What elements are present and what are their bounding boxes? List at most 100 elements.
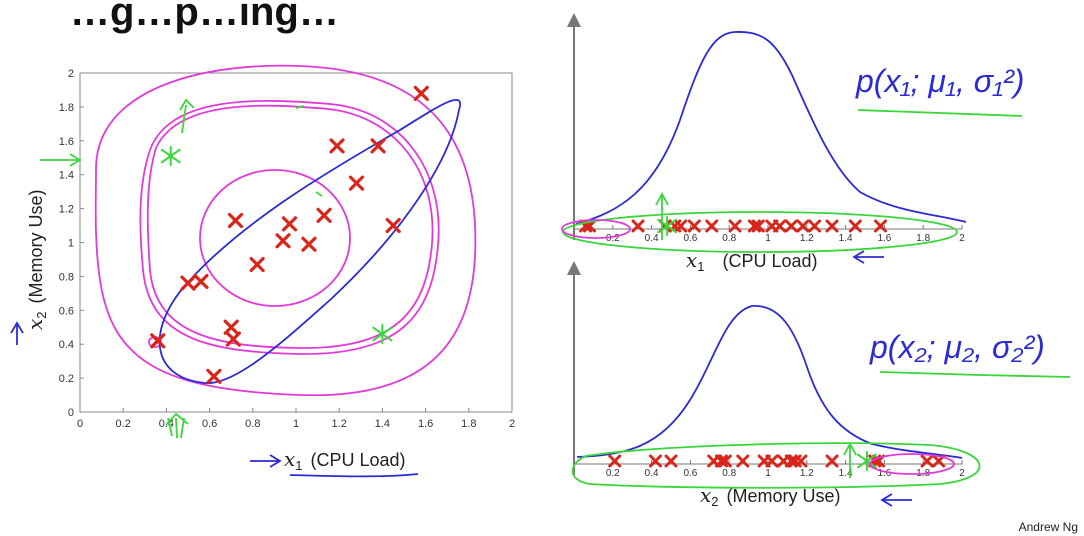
green-ellipse-x2 xyxy=(571,442,981,489)
scatter-xtick-label: 1.8 xyxy=(461,418,476,430)
data-point-marker xyxy=(370,138,386,154)
data-point-marker xyxy=(225,331,241,347)
magenta-ellipse-x2 xyxy=(869,453,955,475)
density-xtick-label: 1.6 xyxy=(877,468,891,479)
slide-credit: Andrew Ng xyxy=(1018,520,1078,534)
density-xtick-label: 0.8 xyxy=(722,233,736,244)
scatter-ytick-label: 2 xyxy=(68,68,74,80)
data-point-marker xyxy=(765,454,779,468)
scatter-ytick-label: 1.8 xyxy=(59,102,74,114)
density-xtick-label: 2 xyxy=(959,233,965,244)
density-xtick-label: 1 xyxy=(765,468,771,479)
green-annotations xyxy=(40,98,323,439)
data-point-marker xyxy=(249,256,265,273)
density1-xlabel-text: (CPU Load) xyxy=(723,251,818,271)
scatter-xlabel-var: x xyxy=(284,447,295,471)
data-point-marker xyxy=(150,333,166,349)
anomaly-marker xyxy=(372,324,393,345)
data-point-marker xyxy=(316,207,332,223)
scatter-xtick-label: 1 xyxy=(293,418,299,430)
data-point-marker xyxy=(773,219,787,233)
magenta-contour-inner xyxy=(199,169,351,307)
data-point-marker xyxy=(180,275,196,291)
data-point-marker xyxy=(825,219,839,233)
scatter-xtick-label: 0 xyxy=(77,418,83,430)
data-point-marker xyxy=(714,454,728,468)
data-point-marker xyxy=(920,454,934,468)
data-point-marker xyxy=(227,212,244,229)
magenta-contours xyxy=(94,64,477,397)
density1-xlabel: x1 (CPU Load) xyxy=(686,248,818,274)
data-point-marker xyxy=(223,319,239,335)
scatter-ytick-label: 0.4 xyxy=(59,339,74,351)
data-point-marker xyxy=(664,454,678,468)
density1-annotations xyxy=(561,109,1023,264)
data-point-marker xyxy=(747,219,761,233)
scatter-ytick-label: 1.4 xyxy=(59,170,74,182)
magenta-contour-middle-2 xyxy=(146,104,434,349)
magenta-contour-middle xyxy=(139,99,440,355)
data-point-marker xyxy=(193,273,209,290)
data-point-marker xyxy=(751,219,765,233)
density-xtick-label: 1.2 xyxy=(800,468,814,479)
data-point-marker xyxy=(608,454,622,468)
density-xtick-label: 1.6 xyxy=(877,233,891,244)
data-point-marker xyxy=(784,454,798,468)
scatter-xtick-label: 1.6 xyxy=(418,418,433,430)
data-point-marker xyxy=(329,138,345,154)
density2-xlabel: x2 (Memory Use) xyxy=(700,483,841,509)
density1-xlabel-var: x xyxy=(686,248,697,272)
density-xtick-label: 1.4 xyxy=(839,233,853,244)
scatter-anomalies xyxy=(160,146,393,345)
density1-points xyxy=(579,216,888,236)
scatter-xtick-label: 0.8 xyxy=(245,418,260,430)
green-tick-icon xyxy=(295,105,323,197)
data-point-marker xyxy=(796,219,810,233)
magenta-ellipse-x1 xyxy=(561,219,631,239)
scatter-xtick-label: 1.4 xyxy=(375,418,390,430)
data-point-marker xyxy=(275,233,291,249)
scatter-points xyxy=(150,85,429,385)
blue-underline xyxy=(289,473,419,478)
green-arrow-icon xyxy=(179,98,195,134)
density-xtick-label: 1 xyxy=(765,233,771,244)
data-point-marker xyxy=(784,219,798,233)
blue-arrow-icon xyxy=(250,454,282,468)
density-xtick-label: 0.4 xyxy=(645,233,659,244)
data-point-marker xyxy=(808,219,822,233)
scatter-ytick-label: 1 xyxy=(68,238,74,250)
green-arrow-icon xyxy=(655,192,669,240)
scatter-ytick-label: 0.6 xyxy=(59,305,74,317)
scatter-ylabel-var: x xyxy=(23,319,47,330)
density-plot-x1: 0.2 0.4 0.6 0.8 1 1.2 1.4 1.6 1.8 2 p(x₁; μ₁, σ₁²… xyxy=(561,13,1024,274)
density-xtick-label: 0.4 xyxy=(645,468,659,479)
data-point-marker xyxy=(281,216,298,232)
data-point-marker xyxy=(718,454,732,468)
density-xtick-label: 0.8 xyxy=(722,468,736,479)
density-xtick-label: 0.2 xyxy=(606,233,620,244)
blue-annotations xyxy=(10,321,419,478)
scatter-ytick-label: 0.2 xyxy=(59,373,74,385)
density-xtick-label: 1.8 xyxy=(916,233,930,244)
data-point-marker xyxy=(848,219,862,233)
anomaly-marker xyxy=(160,146,181,167)
scatter-ylabel-text: (Memory Use) xyxy=(26,189,46,303)
blue-arrow-icon xyxy=(10,321,24,345)
scatter-ytick-label: 0.8 xyxy=(59,271,74,283)
scatter-ylabel-sub: 2 xyxy=(34,311,49,318)
green-arrow-icon xyxy=(40,153,82,167)
density-xtick-label: 0.6 xyxy=(683,468,697,479)
green-arrow-icon xyxy=(843,442,857,478)
data-point-marker xyxy=(825,454,839,468)
gaussian-curve-x1 xyxy=(575,31,967,225)
density1-formula: p(x₁; μ₁, σ₁²) xyxy=(855,63,1024,99)
density-xtick-label: 1.2 xyxy=(800,233,814,244)
density-xtick-label: 1.4 xyxy=(839,468,853,479)
data-point-marker xyxy=(648,454,662,468)
anomaly-marker xyxy=(856,451,877,471)
green-underline xyxy=(857,109,1023,117)
data-point-marker xyxy=(674,219,688,233)
scatter-ytick-label: 0 xyxy=(68,407,74,419)
blue-ellipse xyxy=(158,99,461,384)
